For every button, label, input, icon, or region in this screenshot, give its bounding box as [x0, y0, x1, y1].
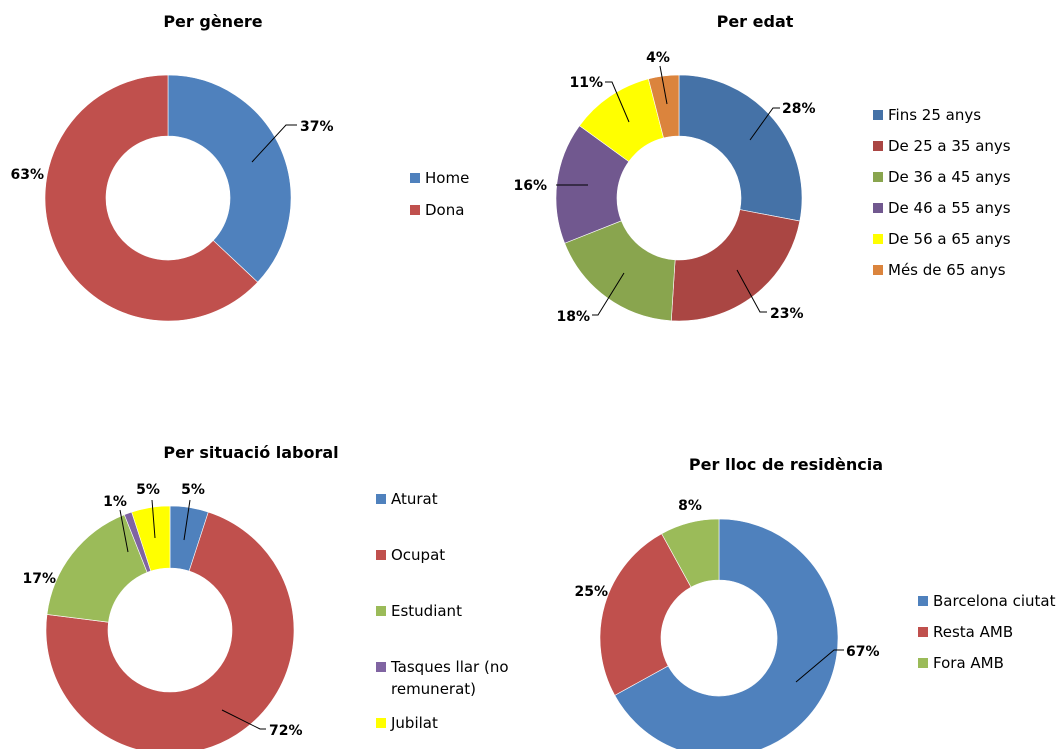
legend-swatch [410, 173, 420, 183]
legend-label: Resta AMB [933, 623, 1013, 641]
data-label-fins-25-anys: 28% [782, 101, 816, 117]
data-label-fora-amb: 8% [678, 498, 702, 514]
legend-swatch [918, 627, 928, 637]
legend-swatch [410, 205, 420, 215]
legend-item-estudiant: Estudiant [376, 602, 462, 620]
legend-item-barcelona-ciutat: Barcelona ciutat [918, 592, 1056, 610]
legend-item-ocupat: Ocupat [376, 546, 445, 564]
legend-label: Aturat [391, 490, 438, 508]
data-label-tasques-llar-no-remunerat: 1% [103, 494, 127, 510]
legend-swatch [873, 234, 883, 244]
data-label-de-46-a-55-anys: 16% [513, 178, 547, 194]
data-label-aturat: 5% [181, 482, 205, 498]
chart-title: Per lloc de residència [689, 455, 883, 474]
legend-label: Ocupat [391, 546, 445, 564]
legend-swatch [873, 110, 883, 120]
legend-label: Barcelona ciutat [933, 592, 1056, 610]
legend-item-mes-de-65-anys: Més de 65 anys [873, 261, 1006, 279]
legend-label: Fora AMB [933, 654, 1004, 672]
data-label-jubilat: 5% [136, 482, 160, 498]
data-label-de-25-a-35-anys: 23% [770, 306, 804, 322]
legend-swatch [873, 203, 883, 213]
legend-label: Tasques llar (no [390, 658, 509, 676]
legend-label: De 36 a 45 anys [888, 168, 1011, 186]
legend-swatch [376, 494, 386, 504]
legend-item-tasques-llar-no-remunerat: Tasques llar (no remunerat) [376, 658, 509, 698]
legend-label: Estudiant [391, 602, 462, 620]
data-label-de-56-a-65-anys: 11% [569, 75, 603, 91]
legend-swatch [376, 550, 386, 560]
legend: Barcelona ciutat Resta AMB Fora AMB [918, 592, 1056, 672]
chart-title: Per situació laboral [163, 443, 338, 462]
legend-label: De 46 a 55 anys [888, 199, 1011, 217]
legend: Fins 25 anys De 25 a 35 anys De 36 a 45 an… [873, 106, 1011, 279]
legend-item-aturat: Aturat [376, 490, 438, 508]
legend-label: De 25 a 35 anys [888, 137, 1011, 155]
legend-swatch [918, 596, 928, 606]
donut-chart-per-lloc-de-residencia: Per lloc de residència 67% 25% 8% Barcelona … [574, 455, 1055, 749]
donut-chart-per-situacio-laboral: Per situació laboral 5% 72% 17% 1% 5% Aturat Oc… [22, 443, 508, 749]
data-label-home: 37% [300, 119, 334, 135]
data-label-ocupat: 72% [269, 723, 303, 739]
legend-label: Jubilat [390, 714, 438, 732]
legend-item-resta-amb: Resta AMB [918, 623, 1013, 641]
legend-label: Home [425, 169, 469, 187]
data-label-estudiant: 17% [22, 571, 56, 587]
legend-swatch [918, 658, 928, 668]
legend-item-fora-amb: Fora AMB [918, 654, 1004, 672]
legend-item-fins-25-anys: Fins 25 anys [873, 106, 981, 124]
legend: Aturat Ocupat Estudiant Tasques llar (no rem… [376, 490, 509, 732]
legend-swatch [376, 662, 386, 672]
slice-fins-25-anys [679, 75, 802, 221]
legend-label: Dona [425, 201, 464, 219]
legend-item-home: Home [410, 169, 469, 187]
legend-item-de-36-a-45-anys: De 36 a 45 anys [873, 168, 1011, 186]
legend-item-jubilat: Jubilat [376, 714, 438, 732]
donut-chart-per-edat: Per edat 28% 23% 18% 16% 11% 4% Fins 25 anys De … [513, 12, 1010, 325]
legend-swatch [873, 141, 883, 151]
legend-label: Fins 25 anys [888, 106, 981, 124]
chart-title: Per edat [717, 12, 794, 31]
data-label-resta-amb: 25% [574, 584, 608, 600]
legend-item-de-25-a-35-anys: De 25 a 35 anys [873, 137, 1011, 155]
slice-de-25-a-35-anys [671, 210, 800, 321]
legend-swatch [873, 265, 883, 275]
legend-label: remunerat) [391, 680, 476, 698]
donut-chart-per-genere: Per gènere 37% 63% Home Dona [10, 12, 469, 321]
legend-swatch [376, 718, 386, 728]
legend-item-de-46-a-55-anys: De 46 a 55 anys [873, 199, 1011, 217]
slice-home [168, 75, 291, 282]
legend-swatch [873, 172, 883, 182]
data-label-de-36-a-45-anys: 18% [556, 309, 590, 325]
data-label-barcelona-ciutat: 67% [846, 644, 880, 660]
legend: Home Dona [410, 169, 469, 219]
legend-label: Més de 65 anys [888, 261, 1006, 279]
legend-swatch [376, 606, 386, 616]
chart-title: Per gènere [163, 12, 262, 31]
legend-label: De 56 a 65 anys [888, 230, 1011, 248]
legend-item-de-56-a-65-anys: De 56 a 65 anys [873, 230, 1011, 248]
legend-item-dona: Dona [410, 201, 464, 219]
data-label-dona: 63% [10, 167, 44, 183]
data-label-mes-de-65-anys: 4% [646, 50, 670, 66]
